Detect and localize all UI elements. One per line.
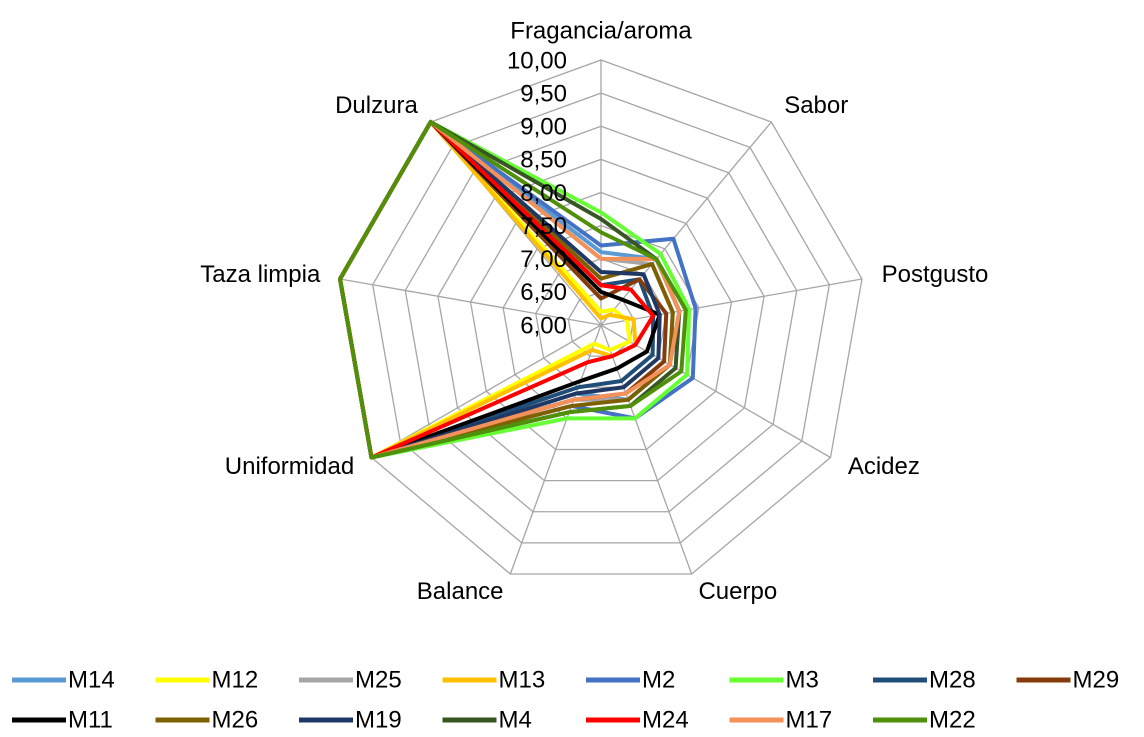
grid-ring (437, 158, 765, 482)
axis-label: Dulzura (335, 92, 418, 119)
spoke (600, 324, 693, 575)
legend-label: M17 (786, 706, 833, 733)
legend-label: M11 (68, 706, 113, 733)
legend-label: M12 (212, 666, 259, 693)
legend-label: M24 (642, 706, 689, 733)
tick-label: 6,50 (520, 279, 567, 306)
axis-label: Sabor (784, 92, 848, 119)
tick-label: 8,00 (520, 180, 567, 207)
spoke (339, 278, 602, 326)
legend-label: M19 (355, 706, 402, 733)
legend-label: M29 (1073, 666, 1120, 693)
spoke (600, 278, 863, 326)
grid-ring (404, 125, 798, 513)
tick-label: 9,00 (520, 114, 567, 141)
axis-label: Uniformidad (225, 453, 354, 480)
legend-label: M26 (212, 706, 259, 733)
series-line (338, 119, 688, 460)
grid-ring (371, 92, 831, 544)
legend-label: M25 (355, 666, 402, 693)
spoke (509, 324, 602, 575)
axis-label: Acidez (848, 453, 920, 480)
tick-label: 8,50 (520, 147, 567, 174)
legend-label: M28 (929, 666, 976, 693)
series-layer (338, 119, 698, 460)
legend-label: M22 (929, 706, 976, 733)
spoke (600, 121, 772, 326)
label-layer: 6,00 6,50 7,00 7,50 8,00 8,50 9,00 9,50 10,00 Fra… (200, 17, 988, 605)
tick-label: 6,00 (520, 312, 567, 339)
tick-label: 7,50 (520, 213, 567, 240)
grid-ring (469, 191, 733, 451)
legend-label: M13 (499, 666, 546, 693)
grid-ring (567, 291, 635, 357)
legend-label: M2 (642, 666, 675, 693)
axis-label: Fragancia/aroma (510, 17, 692, 44)
tick-label: 7,00 (520, 246, 567, 273)
tick-label: 9,50 (520, 80, 567, 107)
grid (339, 59, 863, 575)
axis-label: Cuerpo (698, 578, 777, 605)
legend-label: M3 (786, 666, 819, 693)
legend-label: M4 (499, 706, 532, 733)
legend: M14 M12 M25 M13 M2 M3 M28 M29 M11 M26 M19 M4 M24 M17 M… (12, 666, 1119, 733)
axis-label: Balance (417, 578, 504, 605)
axis-label: Postgusto (882, 261, 989, 288)
grid-ring (535, 258, 667, 388)
tick-label: 10,00 (507, 47, 567, 74)
spoke (371, 324, 602, 459)
legend-label: M14 (68, 666, 115, 693)
axis-label: Taza limpia (200, 261, 321, 288)
spoke (600, 324, 831, 459)
